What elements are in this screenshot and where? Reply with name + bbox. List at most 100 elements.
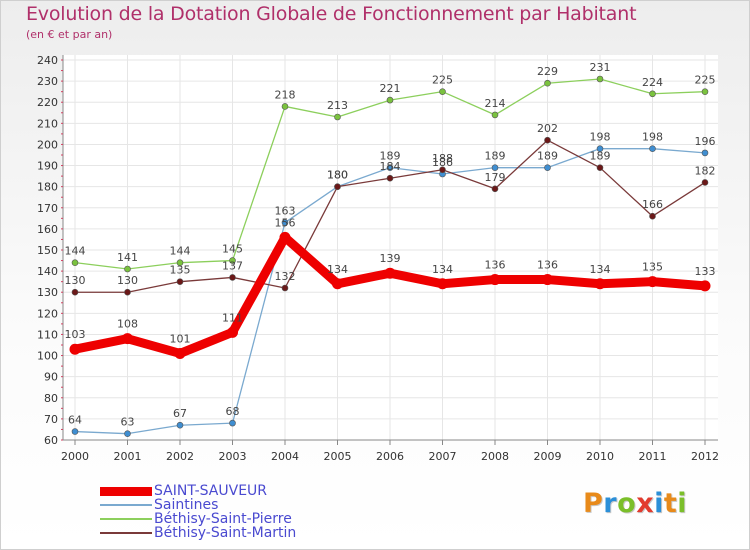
data-point: [281, 103, 289, 110]
data-label: 224: [642, 76, 663, 89]
x-tick-label: 2012: [691, 450, 719, 463]
data-label: 213: [327, 99, 348, 112]
data-point: [542, 274, 553, 286]
data-label: 225: [432, 74, 453, 87]
data-point: [384, 267, 396, 279]
data-label: 103: [65, 328, 86, 341]
y-tick-label: 90: [44, 371, 58, 384]
y-tick-label: 200: [37, 138, 58, 151]
data-label: 188: [432, 152, 453, 165]
x-tick-label: 2001: [114, 450, 142, 463]
data-point: [124, 430, 131, 437]
data-label: 101: [170, 332, 191, 345]
data-point: [596, 164, 604, 171]
data-label: 144: [65, 245, 86, 258]
data-point: [71, 259, 79, 266]
data-point: [544, 136, 551, 144]
legend-item-bethisy-saint-martin: Béthisy-Saint-Martin: [100, 526, 296, 540]
y-tick-label: 160: [37, 223, 58, 236]
data-point: [439, 88, 446, 95]
x-tick-label: 2003: [219, 450, 247, 463]
y-tick-label: 240: [37, 54, 58, 67]
data-point: [176, 278, 184, 285]
data-label: 137: [222, 259, 243, 272]
data-label: 132: [275, 270, 296, 283]
chart-subtitle: (en € et par an): [26, 28, 113, 41]
data-point: [544, 164, 551, 171]
y-tick-label: 190: [37, 160, 58, 173]
data-point: [281, 219, 289, 226]
data-label: 135: [642, 261, 663, 274]
legend-swatch: [100, 486, 152, 496]
data-point: [279, 231, 291, 243]
data-label: 108: [117, 318, 138, 331]
data-label: 134: [590, 263, 611, 276]
data-label: 163: [275, 205, 296, 218]
data-point: [334, 113, 341, 121]
data-label: 130: [117, 274, 138, 287]
data-label: 189: [380, 150, 401, 163]
data-label: 231: [590, 61, 611, 74]
legend-label: SAINT-SAUVEUR: [154, 483, 268, 499]
data-label: 133: [695, 265, 716, 278]
data-label: 229: [537, 65, 558, 78]
data-point: [71, 428, 79, 435]
x-tick-label: 2010: [586, 450, 614, 463]
data-label: 198: [642, 131, 663, 144]
data-point: [594, 278, 606, 290]
y-tick-label: 60: [44, 434, 58, 447]
data-point: [699, 280, 711, 292]
data-point: [647, 276, 658, 288]
legend-swatch: [100, 504, 152, 506]
y-tick-label: 70: [44, 413, 58, 426]
chart-title: Evolution de la Dotation Globale de Fonc…: [26, 3, 637, 25]
data-label: 218: [275, 88, 296, 101]
x-tick-label: 2008: [481, 450, 509, 463]
data-point: [229, 257, 236, 264]
data-point: [176, 421, 184, 429]
data-label: 198: [590, 131, 611, 144]
data-point: [229, 419, 236, 427]
data-label: 134: [327, 263, 348, 276]
y-tick-label: 110: [37, 328, 58, 341]
data-label: 135: [170, 264, 191, 277]
data-label: 67: [173, 407, 187, 420]
legend-item-saint-sauveur: SAINT-SAUVEUR: [100, 484, 296, 498]
data-label: 139: [380, 252, 401, 265]
x-tick-label: 2006: [376, 450, 404, 463]
data-point: [176, 259, 184, 266]
proxiti-logo: Proxiti: [583, 488, 687, 519]
data-point: [69, 343, 81, 355]
legend-label: Saintines: [154, 497, 219, 513]
x-tick-label: 2004: [271, 450, 299, 463]
data-point: [544, 79, 551, 87]
legend-swatch: [100, 518, 152, 520]
data-label: 145: [222, 243, 243, 256]
logo-letter: x: [636, 488, 655, 519]
data-label: 156: [275, 216, 296, 229]
data-point: [489, 274, 501, 286]
data-label: 64: [68, 414, 82, 427]
data-point: [491, 164, 499, 171]
data-point: [122, 333, 133, 345]
data-point: [71, 288, 79, 296]
data-label: 144: [170, 245, 191, 258]
y-tick-label: 220: [37, 96, 58, 109]
data-label: 189: [537, 150, 558, 163]
x-tick-label: 2002: [166, 450, 194, 463]
chart-legend: SAINT-SAUVEUR Saintines Béthisy-Saint-Pi…: [100, 484, 296, 540]
y-tick-label: 140: [37, 265, 58, 278]
logo-letter: t: [663, 488, 678, 519]
logo-letter: r: [603, 488, 618, 519]
logo-letter: i: [677, 488, 688, 519]
data-point: [596, 75, 604, 83]
data-point: [386, 96, 394, 104]
y-tick-label: 210: [37, 117, 58, 130]
data-point: [649, 145, 656, 152]
data-point: [437, 278, 448, 290]
x-tick-label: 2007: [429, 450, 457, 463]
data-point: [701, 88, 709, 95]
logo-letter: o: [617, 488, 637, 519]
data-point: [701, 179, 709, 186]
